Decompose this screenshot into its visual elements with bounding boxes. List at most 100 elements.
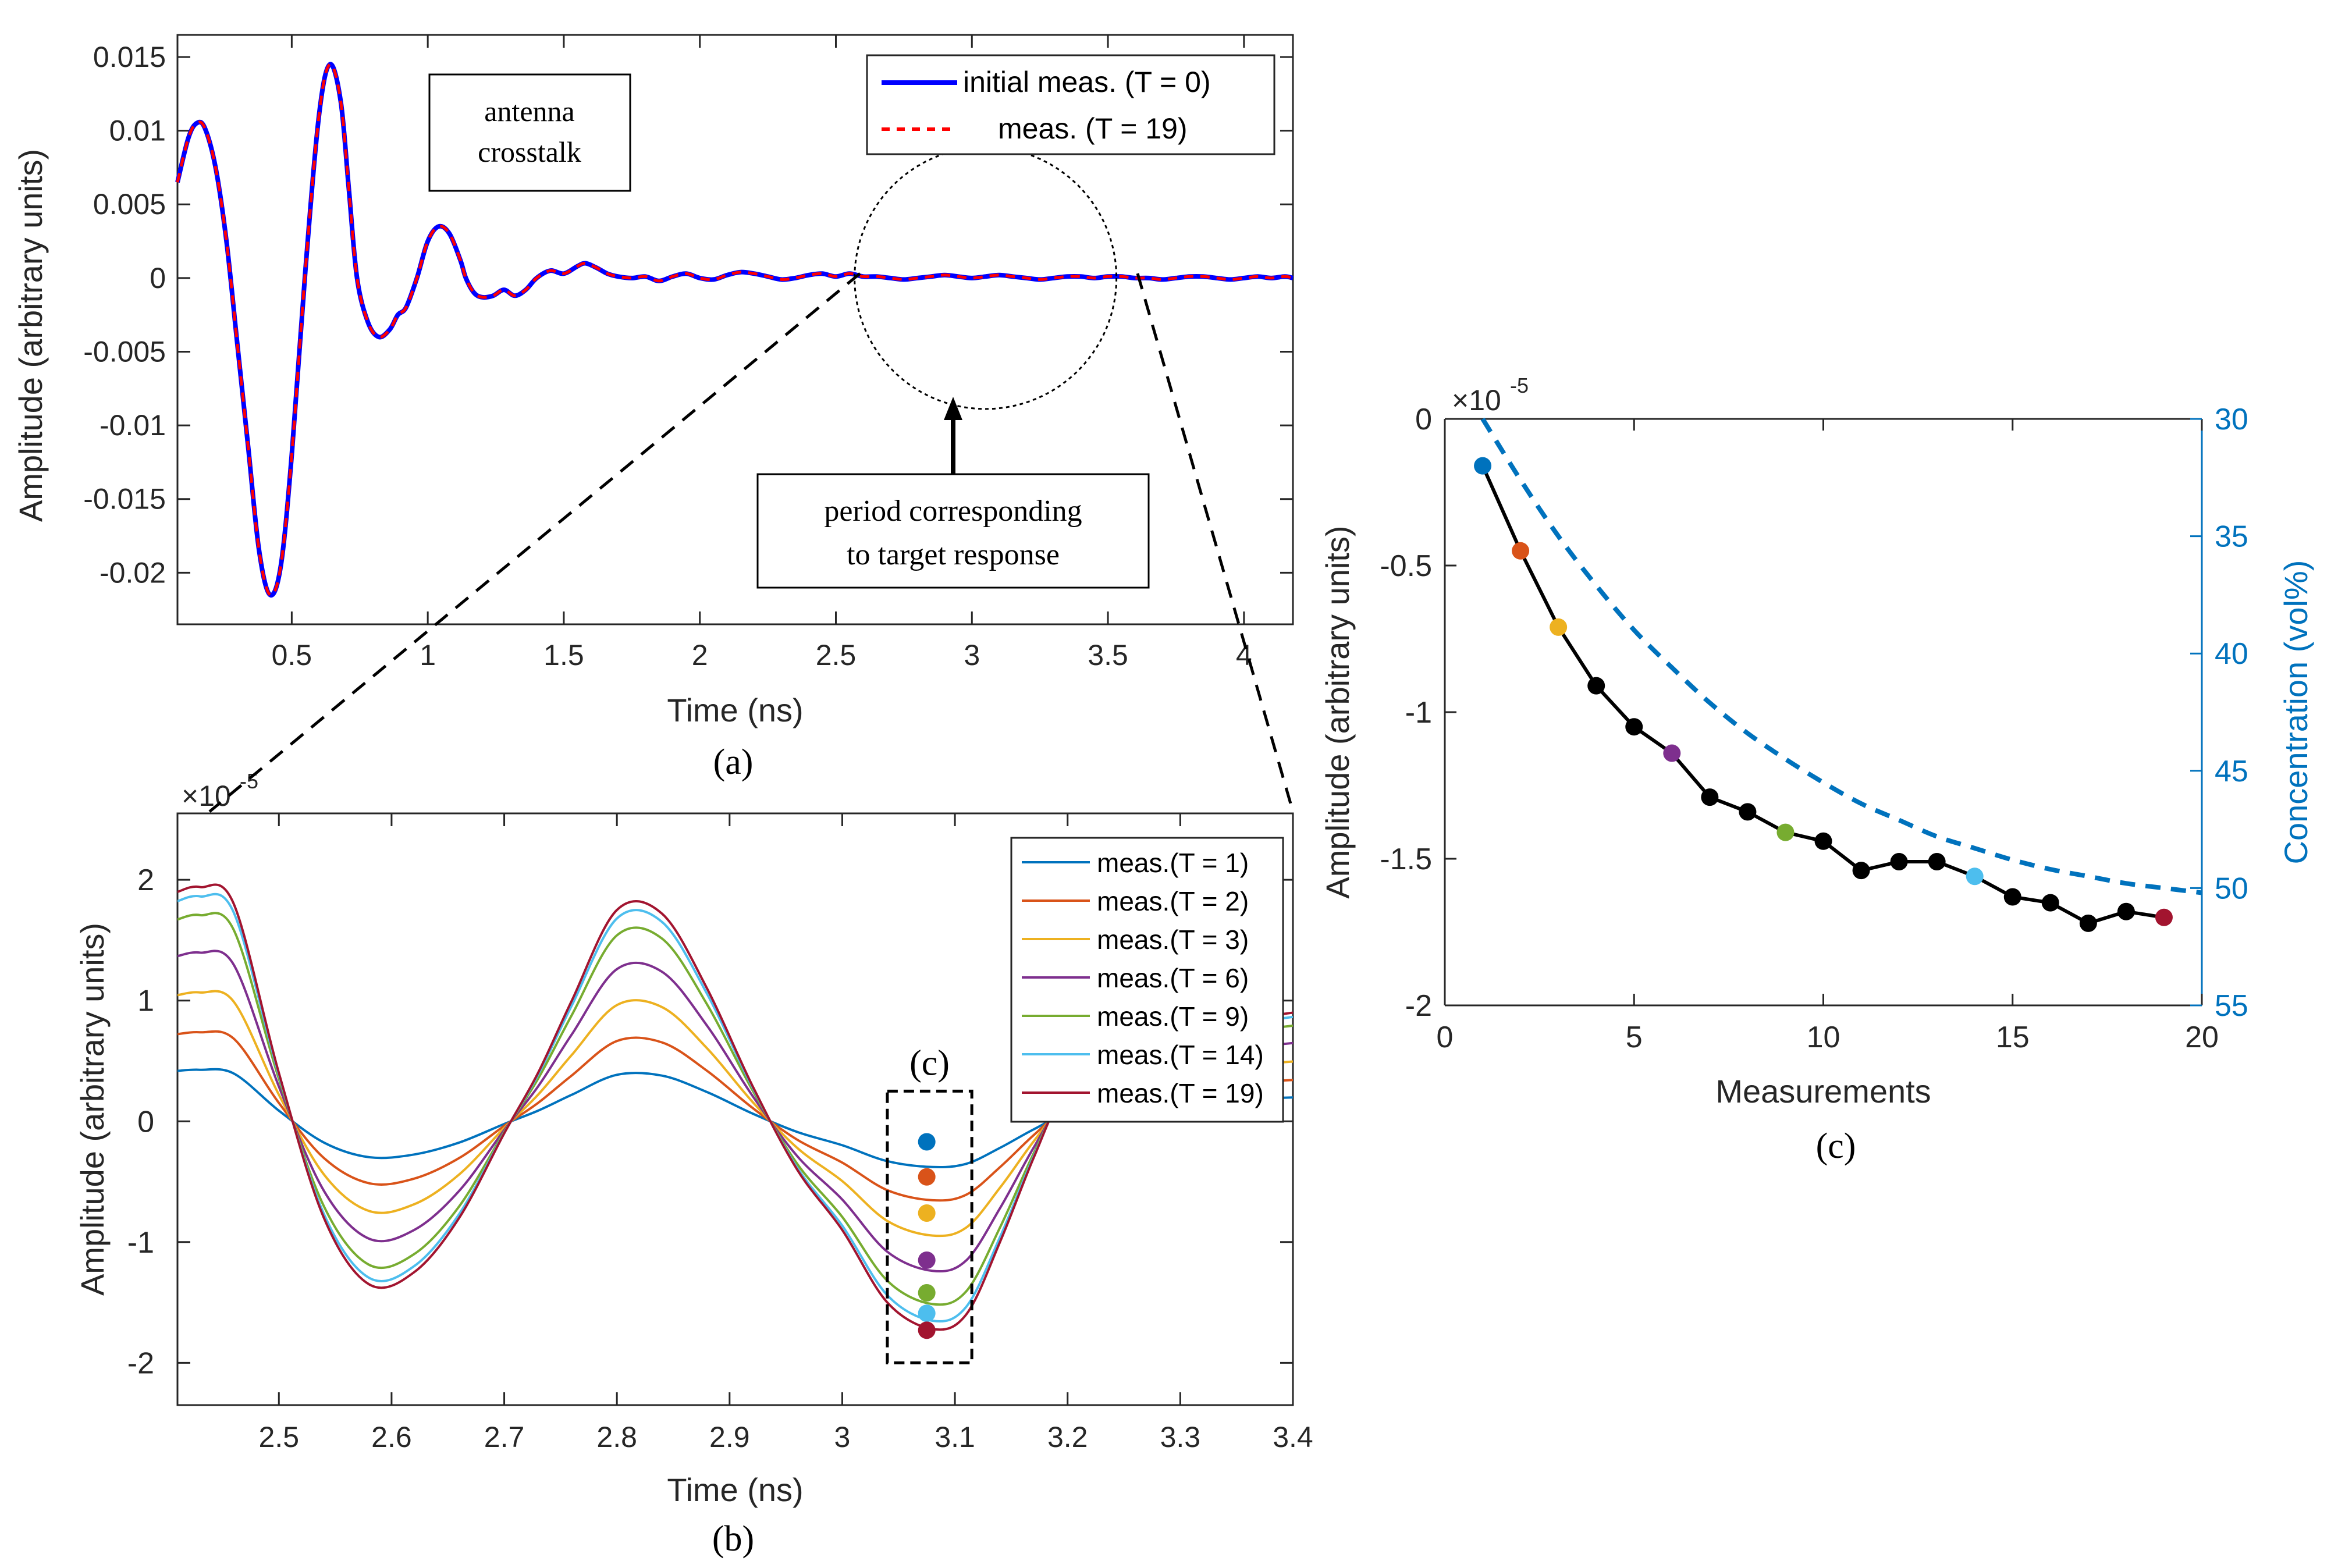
panel-b-legend-label: meas.(T = 3)	[1097, 925, 1249, 955]
panel-b-marker	[918, 1321, 936, 1339]
panel-a-legend-label: meas. (T = 19)	[998, 112, 1188, 145]
panel-c-amplitude-marker	[2041, 894, 2059, 912]
panel-a-panel-label: (a)	[713, 742, 754, 782]
panel-a-xtick-label: 3.5	[1088, 639, 1128, 671]
panel-c-panel-label: (c)	[1816, 1126, 1856, 1166]
panel-c-amplitude-marker	[1701, 788, 1719, 806]
panel-a-legend	[866, 54, 1275, 155]
panel-c-ytick-label: -0.5	[1380, 549, 1432, 583]
panel-a-ytick-label: 0.01	[109, 115, 166, 147]
zoom-line-right	[1136, 273, 1295, 812]
panel-a-ytick-label: -0.02	[100, 556, 166, 589]
panel-c-y2tick-label: 45	[2215, 755, 2248, 788]
panel-c-xtick-label: 10	[1807, 1021, 1840, 1054]
panel-b-ytick-label: -2	[127, 1346, 154, 1380]
panel-b-xtick-label: 3.1	[935, 1421, 975, 1453]
panel-b-xtick-label: 3.3	[1160, 1421, 1201, 1453]
panel-b-marker	[918, 1133, 936, 1151]
panel-b-ylabel: Amplitude (arbitrary units)	[74, 923, 111, 1296]
panel-b-xtick-label: 3.2	[1047, 1421, 1088, 1453]
panel-c-ytick-label: -1	[1405, 696, 1432, 730]
panel-a-crosstalk-text: crosstalk	[478, 136, 581, 168]
panel-b-xtick-label: 2.6	[371, 1421, 412, 1453]
panel-c-xtick-label: 0	[1437, 1021, 1454, 1054]
panel-c-y2tick-label: 40	[2215, 637, 2248, 671]
zoom-line-left	[208, 272, 861, 813]
panel-a-crosstalk-text: antenna	[484, 95, 574, 127]
panel-c-concentration-line	[1480, 417, 2202, 895]
panel-c-amplitude-marker	[1512, 542, 1530, 560]
panel-a-ytick-label: -0.01	[100, 409, 166, 442]
panel-b-legend-label: meas.(T = 6)	[1097, 963, 1249, 993]
panel-a-xtick-label: 0.5	[272, 639, 312, 671]
panel-c-xtick-label: 20	[2185, 1021, 2219, 1054]
panel-a-ytick-label: 0.005	[93, 188, 166, 221]
panel-b-legend-label: meas.(T = 2)	[1097, 886, 1249, 916]
panel-c-xlabel: Measurements	[1715, 1073, 1931, 1110]
panel-c-chart: 0 5 10 15 20 0 -0.5 -1 -1.5 -2 30 35 40 45 50 55 ×10 -5 Me…	[1319, 374, 2314, 1166]
panel-a-ytick-label: 0	[150, 262, 166, 294]
panel-c-amplitude-marker	[1550, 618, 1568, 636]
panel-b-marker	[918, 1204, 936, 1222]
panel-c-ylabel: Amplitude (arbitrary units)	[1319, 525, 1356, 898]
panel-c-xtick-label: 15	[1996, 1021, 2030, 1054]
panel-b-xtick-label: 3.4	[1273, 1421, 1313, 1453]
panel-b-xlabel: Time (ns)	[667, 1471, 803, 1508]
panel-c-y2tick-label: 35	[2215, 520, 2248, 554]
panel-c-amplitude-line	[1481, 465, 2165, 926]
panel-a-chart: 0.5 1 1.5 2 2.5 3 3.5 40.0150.010.0050-0.005-0.…	[12, 34, 1294, 782]
panel-b-ytick-label: -1	[127, 1226, 154, 1260]
panel-b-xtick-label: 2.8	[596, 1421, 637, 1453]
panel-b-exponent-label: ×10	[182, 780, 231, 812]
panel-c-amplitude-marker	[1966, 867, 1984, 886]
panel-c-amplitude-marker	[1587, 677, 1605, 695]
panel-a-period-text: to target response	[847, 538, 1060, 571]
panel-c-amplitude-marker	[1776, 823, 1795, 841]
panel-b-xtick-label: 2.7	[484, 1421, 525, 1453]
panel-c-y2tick-label: 55	[2215, 989, 2248, 1023]
panel-c-amplitude-marker	[1739, 803, 1757, 821]
panel-a-xtick-label: 1	[420, 639, 436, 671]
panel-c-exponent: -5	[1510, 374, 1529, 397]
panel-b-panel-label: (b)	[712, 1519, 754, 1559]
panel-b-legend-label: meas.(T = 19)	[1097, 1078, 1264, 1108]
panel-c-amplitude-marker	[2003, 888, 2021, 906]
panel-a-xlabel: Time (ns)	[667, 692, 803, 728]
panel-c-amplitude-marker	[2155, 908, 2173, 926]
panel-a-series-t19	[176, 63, 1294, 597]
panel-a-xtick-label: 1.5	[543, 639, 584, 671]
panel-a-legend-label: initial meas. (T = 0)	[963, 66, 1211, 98]
panel-b-marker	[918, 1168, 936, 1186]
panel-b-xtick-label: 2.9	[709, 1421, 750, 1453]
panel-a-ytick-label: 0.015	[93, 41, 166, 73]
panel-c-exponent-label: ×10	[1452, 384, 1501, 417]
panel-b-legend	[1010, 837, 1284, 1123]
panel-c-amplitude-marker	[1663, 744, 1681, 762]
panel-a-period-box	[756, 473, 1150, 589]
panel-b-ytick-label: 0	[137, 1105, 154, 1139]
panel-a-ytick-label: -0.015	[83, 483, 166, 515]
panel-b-marker	[918, 1283, 936, 1302]
panel-c-amplitude-marker	[1814, 832, 1832, 850]
panel-c-y2tick-label: 50	[2215, 872, 2248, 905]
panel-b-ytick-label: 1	[137, 984, 154, 1018]
panel-b-legend-label: meas.(T = 9)	[1097, 1001, 1249, 1032]
panel-c-amplitude-marker	[2079, 914, 2097, 932]
panel-a-ytick-label: -0.005	[83, 335, 166, 368]
panel-a-ylabel: Amplitude (arbitrary units)	[12, 149, 49, 522]
panel-b-legend-label: meas.(T = 14)	[1097, 1040, 1264, 1070]
panel-b-marker	[918, 1304, 936, 1322]
panel-c-y2label: Concentration (vol%)	[2277, 560, 2314, 865]
panel-c-xtick-label: 5	[1626, 1021, 1643, 1054]
panel-b-highlight-box	[886, 1089, 973, 1364]
panel-a-crosstalk-box	[428, 73, 631, 192]
panel-b-xtick-label: 3	[834, 1421, 851, 1453]
panel-c-amplitude-marker	[1625, 718, 1643, 736]
panel-a-xtick-label: 2.5	[816, 639, 857, 671]
panel-b-legend-label: meas.(T = 1)	[1097, 848, 1249, 878]
panel-a-arrow-head	[944, 397, 962, 420]
panel-c-amplitude-marker	[1474, 457, 1492, 475]
zoom-connector-lines	[208, 272, 1295, 813]
panel-c-y2tick-label: 30	[2215, 403, 2248, 436]
